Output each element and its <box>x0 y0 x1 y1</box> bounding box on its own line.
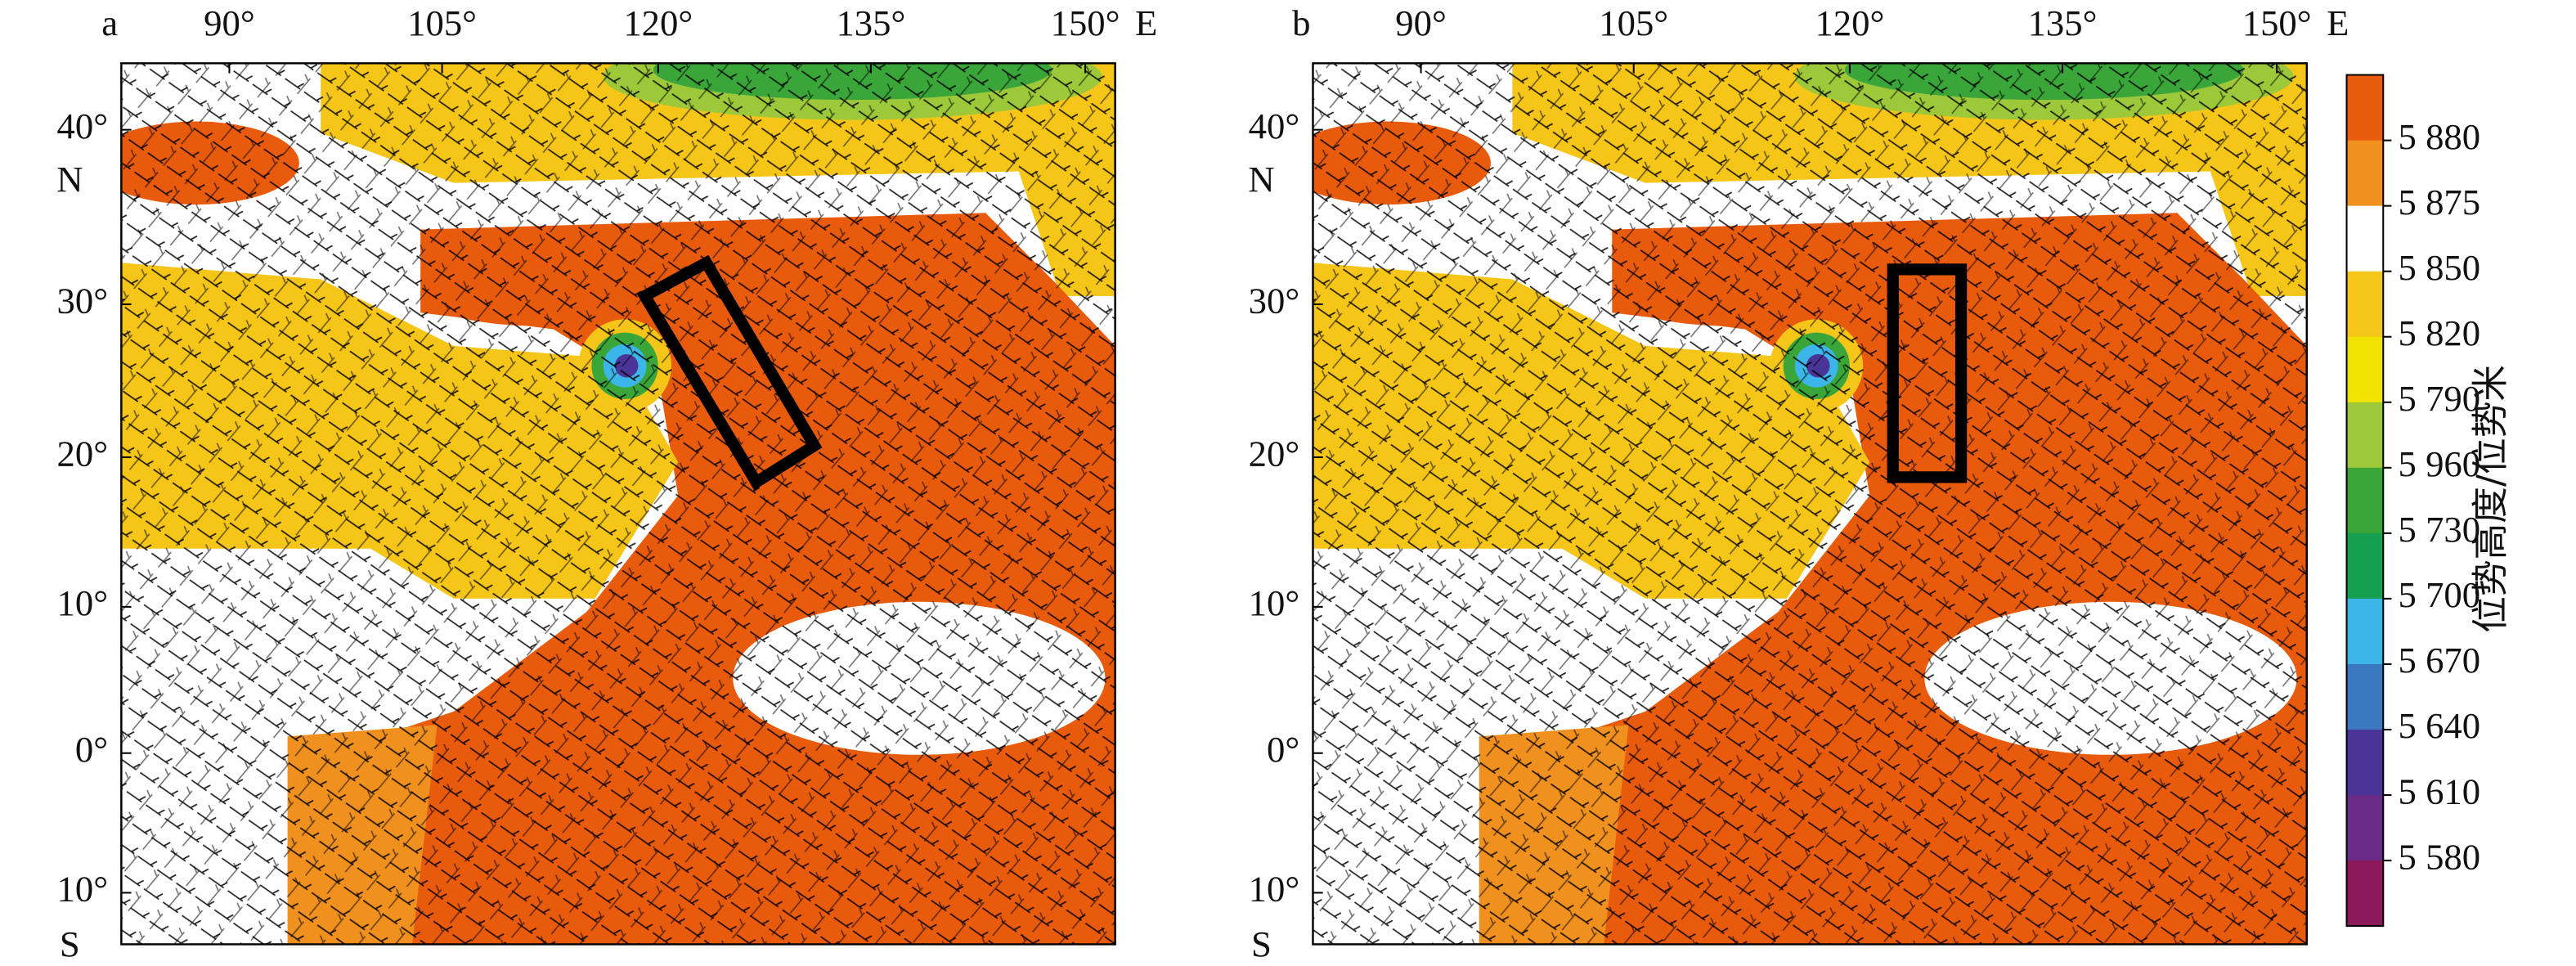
lon-tick-label: 105° <box>1599 2 1668 43</box>
colorbar-label: 5 960 <box>2399 443 2481 484</box>
lat-tick-label: 10° <box>1249 869 1300 910</box>
lat-hemisphere: N <box>56 159 83 200</box>
panel-label: a <box>101 2 118 43</box>
lat-tick-label: 30° <box>57 280 109 321</box>
analysis-box <box>636 254 823 491</box>
colorbar-label: 5 580 <box>2399 836 2481 877</box>
colorbar-segment <box>2346 140 2384 207</box>
colorbar-label: 5 700 <box>2399 574 2481 615</box>
lon-tick-label: 150° <box>1051 2 1120 43</box>
lon-tick-label: 120° <box>1815 2 1884 43</box>
map-frame <box>120 62 1116 946</box>
colorbar-segment <box>2346 598 2384 665</box>
colorbar-label: 5 850 <box>2399 247 2481 288</box>
colorbar-title: 位势高度/位势米 <box>2469 365 2511 633</box>
lat-tick-label: 40° <box>1249 106 1300 146</box>
lon-tick-label: 135° <box>836 2 905 43</box>
lat-tick-label: 10° <box>57 869 109 910</box>
lat-tick-label: 20° <box>57 433 109 474</box>
lat-hemisphere: S <box>1251 923 1272 964</box>
lon-tick-label: 120° <box>623 2 693 43</box>
colorbar-segment <box>2346 402 2384 469</box>
colorbar-label: 5 640 <box>2399 705 2481 746</box>
colorbar-label: 5 610 <box>2399 771 2481 811</box>
analysis-box <box>1887 263 1968 483</box>
colorbar-frame <box>2345 74 2385 928</box>
colorbar-segment <box>2346 205 2384 272</box>
colorbar-label: 5 875 <box>2399 182 2481 222</box>
lon-unit: E <box>1135 2 1157 43</box>
lon-tick-label: 90° <box>204 2 255 43</box>
lat-tick-label: 30° <box>1249 280 1300 321</box>
lat-tick-label: 40° <box>57 106 109 146</box>
lat-tick-label: 10° <box>57 582 109 623</box>
colorbar-label: 5 820 <box>2399 312 2481 353</box>
colorbar-segment <box>2346 74 2384 142</box>
map-b <box>1285 34 2307 945</box>
colorbar-segment <box>2346 795 2384 861</box>
colorbar-label: 5 790 <box>2399 378 2481 419</box>
colorbar-label: 5 730 <box>2399 509 2481 550</box>
colorbar-segment <box>2346 729 2384 796</box>
colorbar-segment <box>2346 336 2384 403</box>
lat-tick-label: 20° <box>1249 433 1300 474</box>
lon-unit: E <box>2327 2 2349 43</box>
colorbar-segment <box>2346 663 2384 730</box>
colorbar-segment <box>2346 860 2384 927</box>
panel-label: b <box>1292 2 1310 43</box>
colorbar-segment <box>2346 532 2384 600</box>
colorbar-label: 5 880 <box>2399 116 2481 157</box>
lon-tick-label: 105° <box>407 2 477 43</box>
lat-tick-label: 10° <box>1249 582 1300 623</box>
colorbar-label: 5 670 <box>2399 640 2481 681</box>
lon-tick-label: 135° <box>2028 2 2098 43</box>
lat-tick-label: 0° <box>75 729 108 770</box>
lat-tick-label: 0° <box>1267 729 1299 770</box>
colorbar-segment <box>2346 271 2384 338</box>
lon-tick-label: 90° <box>1395 2 1447 43</box>
colorbar-segment <box>2346 467 2384 534</box>
lon-tick-label: 150° <box>2242 2 2312 43</box>
map-frame <box>1312 62 2308 946</box>
lat-hemisphere: S <box>60 923 80 964</box>
lat-hemisphere: N <box>1248 159 1274 200</box>
map-a <box>93 34 1115 945</box>
